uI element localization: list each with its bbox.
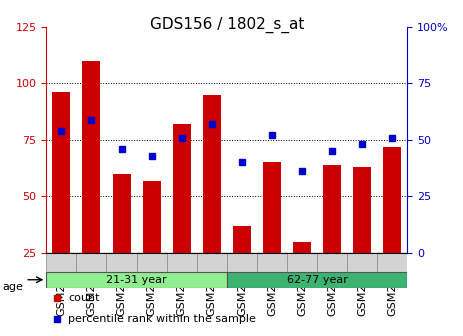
- FancyBboxPatch shape: [106, 253, 137, 272]
- FancyBboxPatch shape: [137, 253, 167, 272]
- FancyBboxPatch shape: [167, 253, 197, 272]
- FancyBboxPatch shape: [287, 253, 317, 272]
- FancyBboxPatch shape: [257, 253, 287, 272]
- Text: 21-31 year: 21-31 year: [106, 275, 167, 285]
- FancyBboxPatch shape: [347, 253, 377, 272]
- Text: GDS156 / 1802_s_at: GDS156 / 1802_s_at: [150, 17, 304, 33]
- Bar: [233, 226, 251, 253]
- Bar: [203, 95, 221, 253]
- Text: 62-77 year: 62-77 year: [287, 275, 348, 285]
- FancyBboxPatch shape: [227, 253, 257, 272]
- Text: percentile rank within the sample: percentile rank within the sample: [68, 314, 256, 324]
- Bar: [82, 61, 100, 253]
- Bar: [52, 92, 70, 253]
- Bar: [113, 174, 131, 253]
- Text: count: count: [68, 293, 100, 303]
- Text: age: age: [2, 282, 23, 292]
- FancyBboxPatch shape: [377, 253, 407, 272]
- Bar: [383, 146, 401, 253]
- FancyBboxPatch shape: [76, 253, 106, 272]
- Bar: [323, 165, 341, 253]
- Bar: [173, 124, 191, 253]
- Bar: [143, 180, 161, 253]
- FancyBboxPatch shape: [317, 253, 347, 272]
- Bar: [353, 167, 371, 253]
- FancyBboxPatch shape: [46, 272, 227, 288]
- FancyBboxPatch shape: [227, 272, 407, 288]
- FancyBboxPatch shape: [197, 253, 227, 272]
- FancyBboxPatch shape: [46, 253, 76, 272]
- Bar: [293, 242, 311, 253]
- Bar: [263, 162, 281, 253]
